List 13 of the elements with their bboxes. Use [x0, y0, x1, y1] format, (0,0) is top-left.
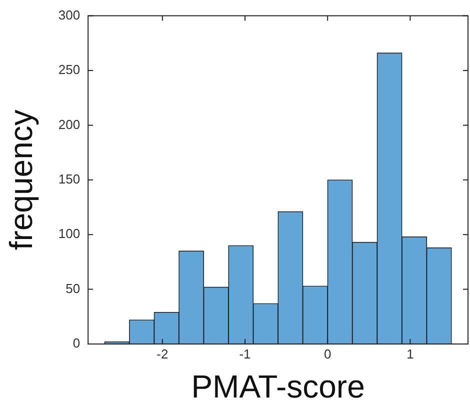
x-tick-label: -1 — [239, 346, 251, 362]
x-tick-label: 1 — [406, 346, 414, 362]
y-tick-label: 0 — [72, 336, 80, 351]
y-tick-label: 100 — [58, 226, 80, 242]
x-tick-label: 0 — [324, 346, 332, 362]
y-tick-label: 200 — [58, 116, 80, 132]
x-axis-title: PMAT-score — [191, 368, 365, 405]
y-tick-label: 50 — [66, 280, 80, 296]
y-tick-label: 300 — [58, 7, 80, 22]
y-tick-label: 250 — [58, 62, 80, 78]
x-tick-label: -2 — [156, 346, 168, 362]
y-axis-title: frequency — [3, 110, 40, 250]
y-tick-label: 150 — [58, 171, 80, 186]
